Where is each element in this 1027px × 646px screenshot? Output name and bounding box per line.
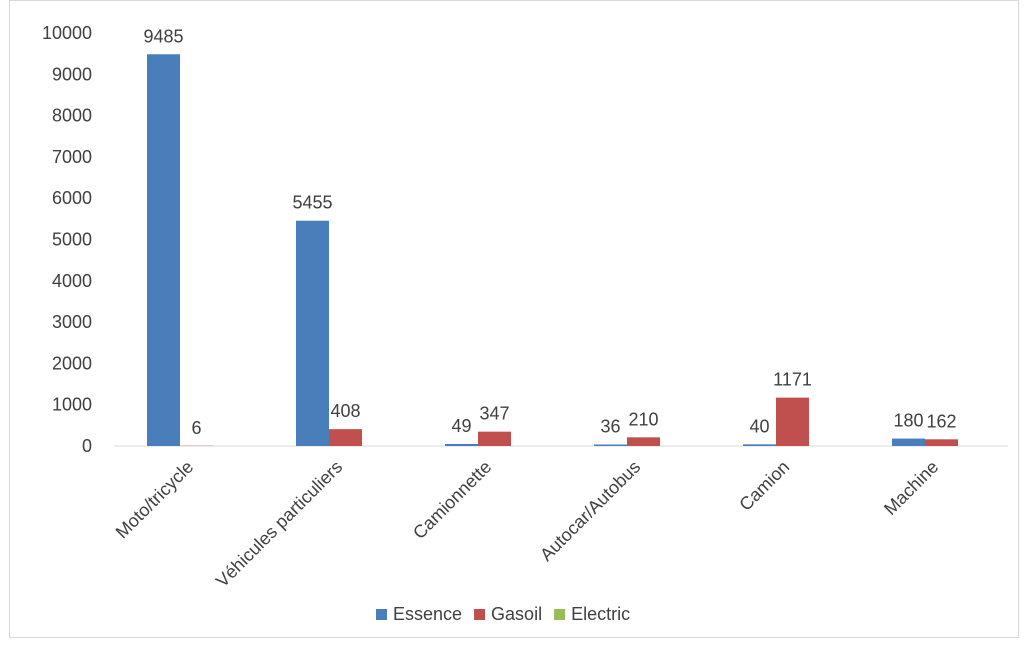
y-tick-label: 7000 <box>52 147 92 167</box>
y-tick-label: 2000 <box>52 353 92 373</box>
legend: Essence Gasoil Electric <box>376 604 630 624</box>
data-label-gasoil: 210 <box>628 409 658 429</box>
data-label-gasoil: 162 <box>926 411 956 431</box>
bar-essence <box>892 438 925 446</box>
legend-label: Gasoil <box>491 604 542 624</box>
bar-gasoil <box>776 397 809 446</box>
legend-swatch <box>376 609 387 620</box>
x-tick-label: Camion <box>735 457 793 515</box>
data-label-essence: 40 <box>749 416 769 436</box>
legend-item-electric: Electric <box>554 604 630 624</box>
legend-label: Essence <box>393 604 462 624</box>
data-label-gasoil: 1171 <box>773 370 812 390</box>
bar-essence <box>594 444 627 446</box>
y-tick-label: 9000 <box>52 64 92 84</box>
y-tick-label: 0 <box>82 436 92 456</box>
data-label-gasoil: 6 <box>191 418 201 438</box>
bar-essence <box>296 220 329 446</box>
data-label-essence: 9485 <box>143 26 183 46</box>
bar-essence <box>743 444 776 446</box>
bars <box>147 54 958 446</box>
legend-item-essence: Essence <box>376 604 462 624</box>
y-axis-ticks: 0 1000 2000 3000 4000 5000 6000 7000 8000 9000 100… <box>42 23 92 456</box>
data-label-essence: 36 <box>600 417 620 437</box>
bar-gasoil <box>925 439 958 446</box>
legend-swatch <box>474 609 486 620</box>
bar-essence <box>445 443 478 446</box>
bar-essence <box>147 54 180 446</box>
data-label-essence: 180 <box>893 411 923 431</box>
x-tick-label: Autocar/Autobus <box>536 457 644 565</box>
y-tick-label: 3000 <box>52 312 92 332</box>
bar-gasoil <box>329 429 362 446</box>
data-label-essence: 5455 <box>292 193 332 213</box>
y-tick-label: 1000 <box>52 395 92 415</box>
bar-gasoil <box>627 437 660 446</box>
y-tick-label: 4000 <box>52 271 92 291</box>
x-axis-ticks: Moto/tricycle Véhicules particuliers Camio… <box>112 457 943 591</box>
legend-swatch <box>554 609 566 620</box>
y-tick-label: 6000 <box>52 188 92 208</box>
y-tick-label: 5000 <box>52 230 92 250</box>
bar-gasoil <box>478 431 511 446</box>
y-tick-label: 8000 <box>52 106 92 126</box>
x-tick-label: Véhicules particuliers <box>212 457 346 591</box>
legend-item-gasoil: Gasoil <box>474 604 542 624</box>
legend-label: Electric <box>571 604 630 624</box>
x-tick-label: Machine <box>880 457 942 519</box>
data-label-gasoil: 347 <box>479 404 509 424</box>
y-tick-label: 10000 <box>42 23 92 43</box>
data-label-gasoil: 408 <box>330 401 360 421</box>
x-tick-label: Moto/tricycle <box>112 457 198 543</box>
x-tick-label: Camionnette <box>409 457 495 543</box>
data-label-essence: 49 <box>451 416 471 436</box>
data-labels: 9485 6 5455 408 49 347 36 210 40 1171 180 162 <box>143 26 956 437</box>
